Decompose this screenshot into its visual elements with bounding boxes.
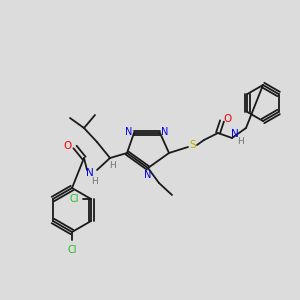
Text: H: H <box>92 176 98 185</box>
Text: O: O <box>64 141 72 151</box>
Text: Cl: Cl <box>69 194 79 204</box>
Text: N: N <box>144 170 152 180</box>
Text: N: N <box>161 127 169 137</box>
Text: N: N <box>125 127 133 137</box>
Text: S: S <box>190 140 196 150</box>
Text: H: H <box>238 136 244 146</box>
Text: H: H <box>109 161 116 170</box>
Text: N: N <box>86 168 94 178</box>
Text: N: N <box>231 129 239 139</box>
Text: O: O <box>223 114 231 124</box>
Text: Cl: Cl <box>67 245 77 255</box>
